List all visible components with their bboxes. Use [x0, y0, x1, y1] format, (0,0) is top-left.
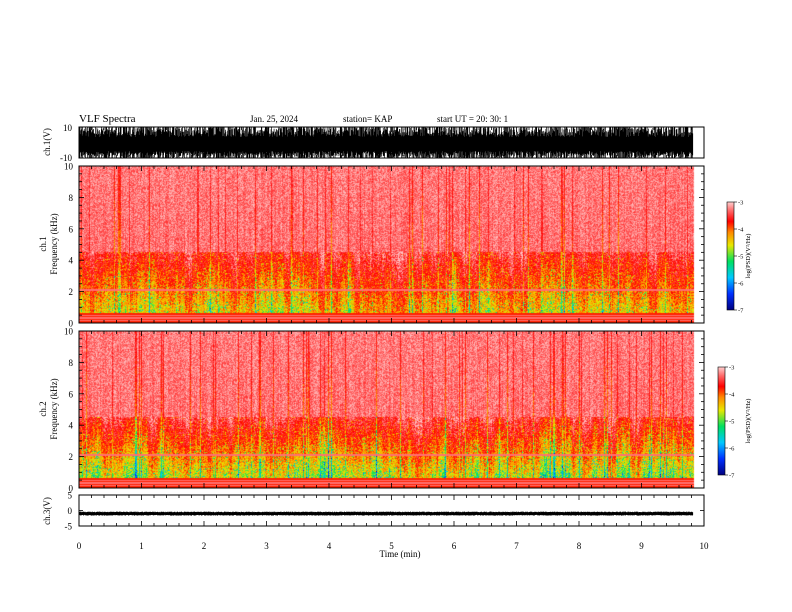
- time-axis-ticks: 0 1 2 3 4 5 6 7 8 9 10: [77, 127, 709, 551]
- time-tick-label: 3: [264, 541, 269, 551]
- colorbar-tick-label: -4: [729, 392, 735, 399]
- frequency-tick-label: 0: [69, 319, 74, 329]
- ch1-spectrogram-image: [79, 166, 704, 323]
- colorbar-tick-label: -3: [729, 365, 734, 372]
- ch1-colorbar-label: log(PSD)(V²/Hz): [745, 234, 752, 279]
- frequency-tick-label: 8: [69, 358, 74, 368]
- time-tick-label: 8: [577, 541, 582, 551]
- ch3-waveform-ylabel: ch.3(V): [42, 497, 52, 525]
- ch1-colorbar: -3 -4 -5 -6 -7 log(PSD)(V²/Hz): [726, 200, 752, 315]
- ch1-frequency-ticks: 0 2 4 6 8 10: [64, 162, 704, 329]
- ch2-frequency-ylabel: Frequency (kHz): [49, 378, 59, 439]
- colorbar-tick-label: -7: [729, 473, 735, 480]
- frequency-tick-label: 4: [69, 256, 74, 266]
- time-tick-label: 9: [639, 541, 644, 551]
- colorbar-tick-label: -3: [738, 200, 743, 207]
- ch1-waveform-trace: [79, 127, 694, 158]
- colorbar-tick-label: -6: [738, 281, 744, 288]
- figure-title: VLF Spectra: [79, 113, 136, 125]
- ch2-channel-label: ch.2: [38, 401, 48, 416]
- time-tick-label: 2: [202, 541, 207, 551]
- ch2-colorbar-label: log(PSD)(V²/Hz): [745, 399, 752, 444]
- ch1-channel-label: ch.1: [38, 236, 48, 251]
- frequency-tick-label: 8: [69, 193, 74, 203]
- frequency-tick-label: 2: [69, 452, 74, 462]
- ch2-colorbar-gradient: [717, 366, 726, 476]
- ch1-spectrogram-panel: 0 2 4 6 8 10 ch.1 Frequency (kHz) -3 -4 -5 -6 -7 …: [38, 162, 752, 329]
- time-tick-label: 10: [700, 541, 710, 551]
- frequency-tick-label: 4: [69, 421, 74, 431]
- colorbar-tick-label: -6: [729, 446, 735, 453]
- ch1-ytick-bottom: -10: [60, 153, 72, 163]
- ch2-frequency-ticks: 0 2 4 6 8 10: [64, 327, 704, 494]
- header-station: station= KAP: [343, 114, 392, 124]
- frequency-tick-label: 2: [69, 287, 74, 297]
- time-tick-label: 7: [514, 541, 519, 551]
- ch3-ytick-label: 0: [68, 506, 73, 516]
- header-date: Jan. 25, 2024: [250, 114, 298, 124]
- ch3-waveform-background: [79, 495, 704, 526]
- time-axis-label: Time (min): [380, 549, 421, 559]
- frequency-tick-label: 6: [69, 389, 74, 399]
- ch1-ytick-top: 10: [63, 123, 73, 133]
- colorbar-tick-label: -5: [738, 254, 743, 261]
- ch1-waveform-ylabel: ch.1(V): [42, 128, 52, 156]
- time-tick-label: 0: [77, 541, 82, 551]
- ch1-frequency-ylabel: Frequency (kHz): [49, 213, 59, 274]
- ch3-ytick-label: -5: [65, 522, 73, 532]
- ch2-spectrogram-image: [79, 331, 704, 488]
- ch2-colorbar: -3 -4 -5 -6 -7 log(PSD)(V²/Hz): [717, 365, 752, 480]
- frequency-tick-label: 10: [64, 162, 74, 172]
- waveform-path: [79, 511, 694, 516]
- ch1-colorbar-ticks: -3 -4 -5 -6 -7: [734, 200, 744, 315]
- ch3-ytick-label: 5: [68, 491, 73, 501]
- frequency-tick-label: 10: [64, 327, 74, 337]
- ch1-waveform-panel: 10 -10 ch.1(V): [42, 123, 705, 163]
- ch1-colorbar-gradient: [726, 201, 735, 311]
- ch3-waveform-trace: [79, 511, 694, 516]
- ch2-spectrogram-panel: 0 2 4 6 8 10 ch.2 Frequency (kHz) -3 -4 -5 -6 -7 …: [38, 327, 752, 494]
- colorbar-tick-label: -4: [738, 227, 744, 234]
- header-start-time: start UT = 20: 30: 1: [437, 114, 508, 124]
- ch3-yticks: 5 0 -5: [65, 491, 704, 532]
- frequency-tick-label: 6: [69, 224, 74, 234]
- time-tick-label: 6: [452, 541, 457, 551]
- frequency-tick-label: 0: [69, 484, 74, 494]
- ch2-colorbar-ticks: -3 -4 -5 -6 -7: [725, 365, 735, 480]
- time-tick-label: 1: [139, 541, 144, 551]
- waveform-path: [79, 127, 694, 158]
- colorbar-tick-label: -5: [729, 419, 734, 426]
- time-tick-label: 5: [389, 541, 394, 551]
- colorbar-tick-label: -7: [738, 308, 744, 315]
- time-tick-label: 4: [327, 541, 332, 551]
